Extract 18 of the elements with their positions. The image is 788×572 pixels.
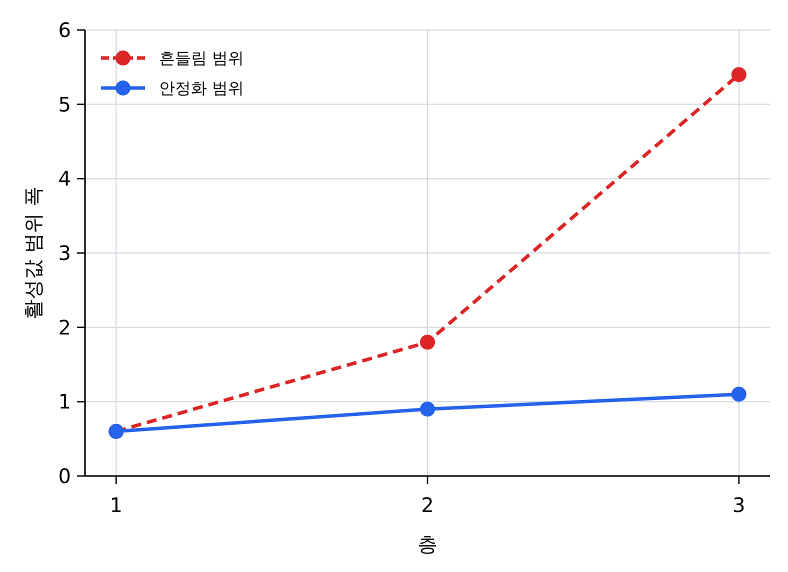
x-tick-label: 3 <box>732 493 746 517</box>
point <box>731 67 746 82</box>
y-tick-label: 6 <box>58 18 71 42</box>
y-tick-label: 2 <box>58 315 71 340</box>
y-tick-label: 4 <box>58 166 71 191</box>
point <box>731 386 746 402</box>
x-axis-title: 층 <box>418 532 438 556</box>
point <box>420 334 435 350</box>
legend-label: 흔들림 범위 <box>159 48 244 68</box>
y-axis-title: 활성값 범위 폭 <box>21 186 45 320</box>
legend-label: 안정화 범위 <box>159 78 244 98</box>
y-tick-label: 3 <box>58 241 71 265</box>
y-tick-label: 0 <box>58 464 71 488</box>
y-tick-label: 1 <box>58 390 71 414</box>
point <box>420 402 435 417</box>
x-tick-label: 1 <box>110 493 123 517</box>
y-tick-label: 5 <box>58 92 71 116</box>
x-tick-label: 2 <box>421 493 434 517</box>
